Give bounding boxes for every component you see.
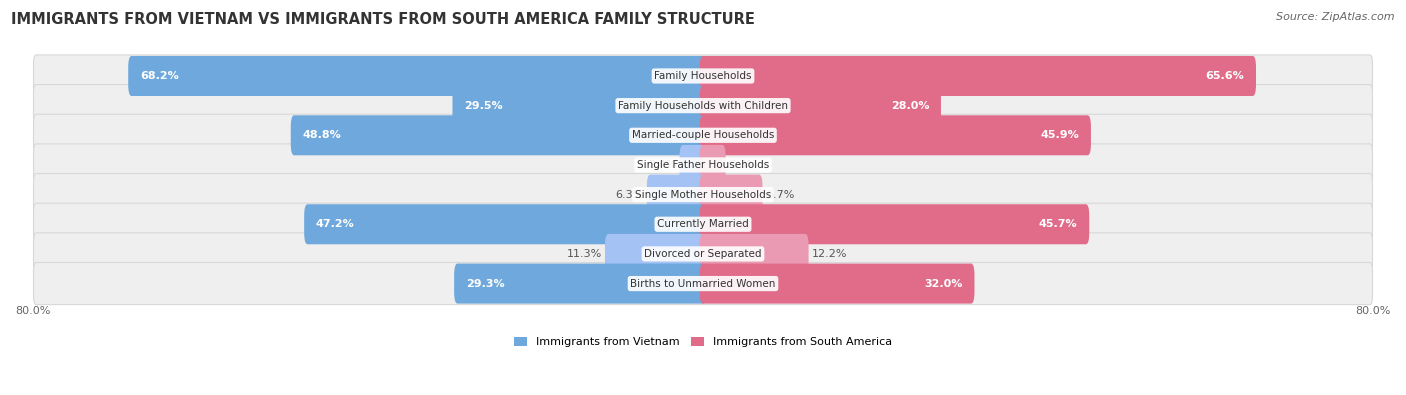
FancyBboxPatch shape — [700, 234, 808, 274]
Text: 45.7%: 45.7% — [1039, 219, 1077, 229]
FancyBboxPatch shape — [700, 115, 1091, 155]
FancyBboxPatch shape — [700, 56, 1256, 96]
Text: Single Father Households: Single Father Households — [637, 160, 769, 170]
Text: 2.3%: 2.3% — [728, 160, 758, 170]
Text: 6.7%: 6.7% — [766, 190, 794, 199]
Text: 2.4%: 2.4% — [648, 160, 676, 170]
FancyBboxPatch shape — [453, 86, 706, 126]
Text: 28.0%: 28.0% — [891, 101, 929, 111]
FancyBboxPatch shape — [34, 114, 1372, 156]
Text: 29.5%: 29.5% — [464, 101, 503, 111]
FancyBboxPatch shape — [34, 263, 1372, 305]
FancyBboxPatch shape — [34, 144, 1372, 186]
FancyBboxPatch shape — [34, 85, 1372, 127]
FancyBboxPatch shape — [128, 56, 706, 96]
Text: Source: ZipAtlas.com: Source: ZipAtlas.com — [1277, 12, 1395, 22]
FancyBboxPatch shape — [700, 175, 762, 214]
Text: Divorced or Separated: Divorced or Separated — [644, 249, 762, 259]
Text: Family Households: Family Households — [654, 71, 752, 81]
FancyBboxPatch shape — [34, 173, 1372, 216]
FancyBboxPatch shape — [700, 204, 1090, 244]
FancyBboxPatch shape — [700, 86, 941, 126]
Text: 48.8%: 48.8% — [302, 130, 342, 140]
Text: Births to Unmarried Women: Births to Unmarried Women — [630, 278, 776, 289]
FancyBboxPatch shape — [454, 263, 706, 304]
FancyBboxPatch shape — [605, 234, 706, 274]
Text: Single Mother Households: Single Mother Households — [636, 190, 770, 199]
Legend: Immigrants from Vietnam, Immigrants from South America: Immigrants from Vietnam, Immigrants from… — [509, 332, 897, 352]
FancyBboxPatch shape — [34, 203, 1372, 245]
Text: 29.3%: 29.3% — [465, 278, 505, 289]
Text: 12.2%: 12.2% — [811, 249, 848, 259]
Text: Currently Married: Currently Married — [657, 219, 749, 229]
Text: 32.0%: 32.0% — [924, 278, 963, 289]
FancyBboxPatch shape — [679, 145, 706, 185]
Text: IMMIGRANTS FROM VIETNAM VS IMMIGRANTS FROM SOUTH AMERICA FAMILY STRUCTURE: IMMIGRANTS FROM VIETNAM VS IMMIGRANTS FR… — [11, 12, 755, 27]
FancyBboxPatch shape — [34, 233, 1372, 275]
Text: 68.2%: 68.2% — [141, 71, 179, 81]
FancyBboxPatch shape — [700, 145, 725, 185]
FancyBboxPatch shape — [304, 204, 706, 244]
FancyBboxPatch shape — [647, 175, 706, 214]
Text: Family Households with Children: Family Households with Children — [619, 101, 787, 111]
FancyBboxPatch shape — [34, 55, 1372, 97]
Text: 6.3%: 6.3% — [616, 190, 644, 199]
Text: Married-couple Households: Married-couple Households — [631, 130, 775, 140]
Text: 65.6%: 65.6% — [1205, 71, 1244, 81]
Text: 45.9%: 45.9% — [1040, 130, 1080, 140]
Text: 47.2%: 47.2% — [316, 219, 354, 229]
FancyBboxPatch shape — [291, 115, 706, 155]
FancyBboxPatch shape — [700, 263, 974, 304]
Text: 11.3%: 11.3% — [567, 249, 602, 259]
